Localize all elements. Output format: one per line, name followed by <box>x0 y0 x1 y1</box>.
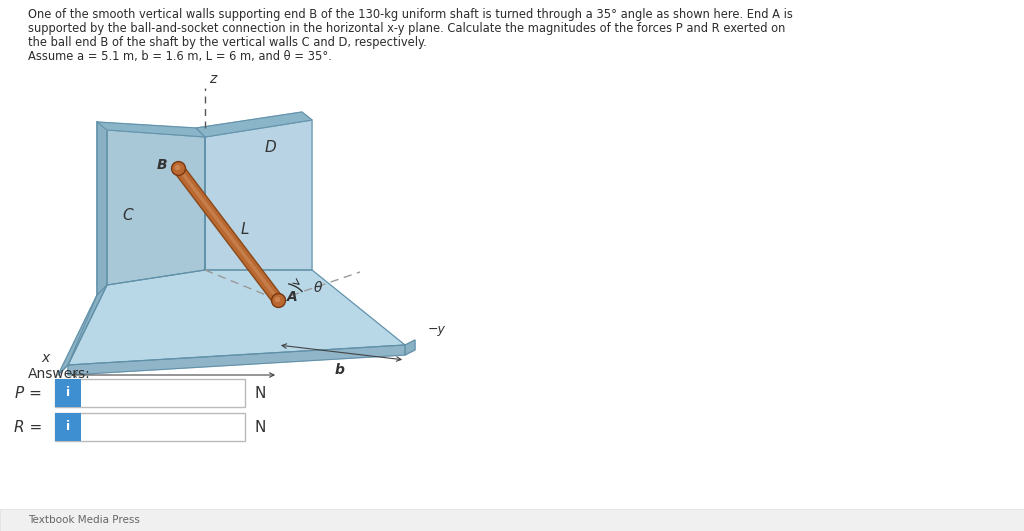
Text: $\theta$: $\theta$ <box>313 280 324 295</box>
Text: D: D <box>264 141 275 156</box>
Polygon shape <box>106 130 205 285</box>
Text: z: z <box>209 72 216 86</box>
Text: x: x <box>41 351 49 365</box>
Text: i: i <box>66 421 70 433</box>
Text: the ball end B of the shaft by the vertical walls C and D, respectively.: the ball end B of the shaft by the verti… <box>28 36 427 49</box>
Polygon shape <box>97 122 106 295</box>
Text: C: C <box>123 208 133 222</box>
Text: P =: P = <box>15 386 42 400</box>
Bar <box>55 413 245 441</box>
Text: L: L <box>241 221 249 236</box>
Text: Assume a = 5.1 m, b = 1.6 m, L = 6 m, and θ = 35°.: Assume a = 5.1 m, b = 1.6 m, L = 6 m, an… <box>28 50 332 63</box>
Polygon shape <box>58 285 106 375</box>
Text: Textbook Media Press: Textbook Media Press <box>28 515 140 525</box>
Text: −y: −y <box>428 323 445 337</box>
Polygon shape <box>68 345 406 375</box>
Text: b: b <box>335 363 345 377</box>
Text: a: a <box>164 385 172 399</box>
Bar <box>55 379 81 407</box>
Text: B: B <box>157 158 167 172</box>
Polygon shape <box>406 340 415 355</box>
Polygon shape <box>68 270 406 365</box>
Text: N: N <box>255 419 266 434</box>
Text: One of the smooth vertical walls supporting end B of the 130-kg uniform shaft is: One of the smooth vertical walls support… <box>28 8 793 21</box>
Text: A: A <box>287 290 297 304</box>
Polygon shape <box>97 122 205 137</box>
Bar <box>0 509 1024 531</box>
Text: Answers:: Answers: <box>28 367 91 381</box>
Text: R =: R = <box>13 419 42 434</box>
Text: supported by the ball-and-socket connection in the horizontal x-y plane. Calcula: supported by the ball-and-socket connect… <box>28 22 785 35</box>
Polygon shape <box>196 112 312 137</box>
Text: N: N <box>255 386 266 400</box>
Bar <box>55 379 245 407</box>
Text: i: i <box>66 387 70 399</box>
Polygon shape <box>205 120 312 270</box>
Bar <box>55 413 81 441</box>
